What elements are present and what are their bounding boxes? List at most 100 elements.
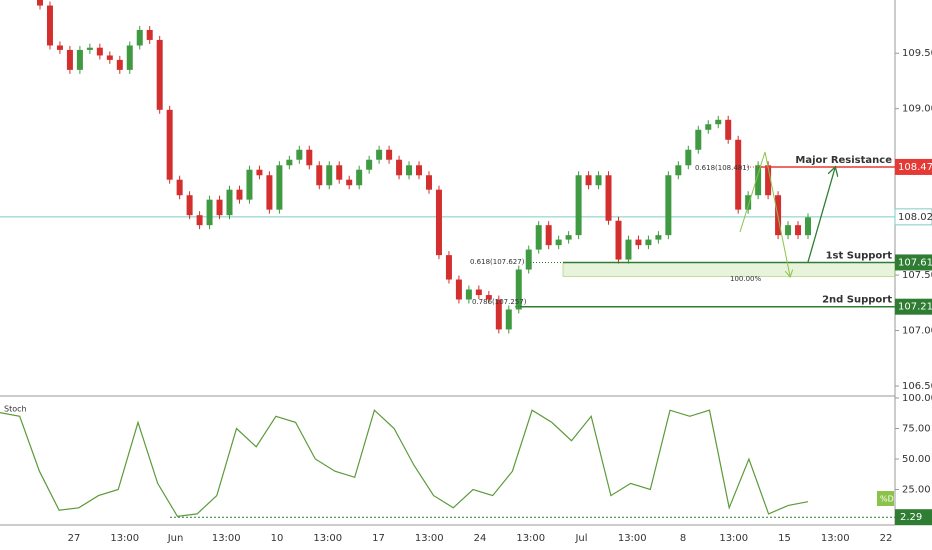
candle <box>266 175 273 210</box>
x-tick-label: 13:00 <box>313 533 342 544</box>
x-tick-label: 27 <box>68 533 81 544</box>
candle <box>416 165 423 176</box>
candle <box>386 149 393 160</box>
candle <box>306 149 313 166</box>
candle <box>136 29 143 46</box>
candle <box>675 165 682 176</box>
candle <box>695 129 702 150</box>
candle <box>625 239 632 260</box>
candle <box>705 124 712 130</box>
x-tick-label: 10 <box>271 533 284 544</box>
price-tag-label: 107.614 <box>898 257 932 268</box>
fib-label: 0.618(107.627) <box>470 258 525 266</box>
candle <box>96 47 103 56</box>
x-tick-label: 13:00 <box>212 533 241 544</box>
x-tick-label: Jun <box>167 533 184 544</box>
price-tag <box>895 158 932 175</box>
candle <box>555 239 562 246</box>
candle <box>505 309 512 330</box>
candle <box>745 195 752 210</box>
candle <box>316 165 323 186</box>
candle <box>425 175 432 190</box>
candle <box>595 175 602 186</box>
candle <box>795 225 802 236</box>
pane-title: Stoch <box>4 405 27 414</box>
x-tick-label: 24 <box>474 533 487 544</box>
y-tick-label: 50.00 <box>902 454 931 465</box>
candle <box>286 159 293 166</box>
candle <box>376 149 383 160</box>
level-label: 2nd Support <box>822 295 892 306</box>
level-label: Major Resistance <box>795 155 892 166</box>
candle <box>246 169 253 200</box>
legend-box <box>877 491 894 506</box>
candle <box>236 189 243 200</box>
candle <box>37 0 43 6</box>
candle <box>46 5 53 46</box>
candle <box>785 225 792 236</box>
candle <box>725 119 732 140</box>
candle <box>66 49 73 70</box>
legend-label: %D <box>880 495 894 504</box>
price-tag <box>895 254 932 271</box>
x-tick-label: 15 <box>778 533 791 544</box>
price-tag-label: 2.29 <box>900 512 922 523</box>
candle <box>166 109 173 180</box>
target-arrow <box>807 168 835 263</box>
y-tick-label: 109.000 <box>902 104 932 115</box>
candle <box>196 215 203 226</box>
candle <box>406 165 413 176</box>
candle <box>715 119 722 125</box>
x-tick-label: 13:00 <box>110 533 139 544</box>
x-tick-label: 22 <box>880 533 893 544</box>
candle <box>126 45 133 70</box>
candle <box>356 169 363 186</box>
candle <box>256 169 263 176</box>
candle <box>296 149 303 160</box>
y-tick-label: 75.00 <box>902 424 931 435</box>
y-tick-label: 109.500 <box>902 48 932 59</box>
price-tag <box>895 509 932 526</box>
candle <box>346 179 353 186</box>
x-tick-label: 13:00 <box>719 533 748 544</box>
candle <box>106 55 113 60</box>
candle <box>565 235 572 240</box>
price-tag-label: 107.215 <box>898 302 932 313</box>
candle <box>605 175 612 221</box>
candle <box>396 159 403 176</box>
candle <box>146 29 153 40</box>
x-tick-label: 13:00 <box>821 533 850 544</box>
x-tick-label: 13:00 <box>415 533 444 544</box>
level-label: 1st Support <box>826 250 893 261</box>
projection-arrow <box>739 151 790 276</box>
candle <box>535 225 542 250</box>
candle <box>276 165 283 210</box>
x-tick-label: Jul <box>574 533 587 544</box>
y-tick-label: 100.00 <box>902 393 932 404</box>
price-tag-label: 108.025 <box>898 212 932 223</box>
candle <box>685 149 692 166</box>
candle <box>635 239 642 246</box>
candle <box>186 195 193 216</box>
candle <box>615 220 622 260</box>
candle <box>665 175 672 236</box>
x-tick-label: 17 <box>372 533 385 544</box>
candle <box>116 59 123 70</box>
candle <box>655 235 662 240</box>
fib-label: 100.00% <box>730 275 761 283</box>
price-tag <box>895 298 932 315</box>
candle <box>76 49 83 70</box>
candle <box>525 249 532 270</box>
y-tick-label: 25.00 <box>902 485 931 496</box>
candle <box>765 165 772 196</box>
candle <box>86 47 93 50</box>
y-tick-label: 107.500 <box>902 270 932 281</box>
candle <box>156 39 163 110</box>
candle <box>645 239 652 246</box>
stoch-line <box>0 409 809 517</box>
candle <box>435 189 442 256</box>
candle <box>465 289 472 300</box>
candle <box>366 159 373 170</box>
